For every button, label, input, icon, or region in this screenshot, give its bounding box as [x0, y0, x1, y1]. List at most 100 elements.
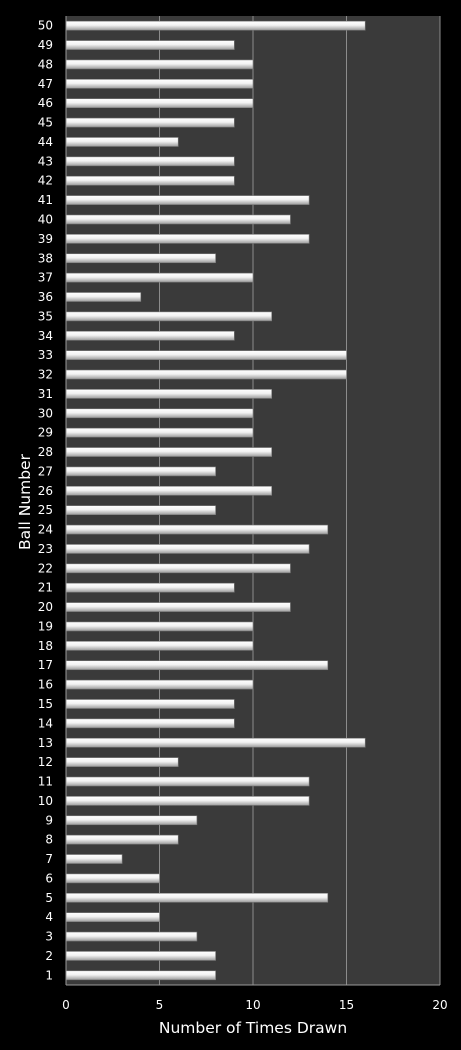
y-tick-label: 10: [38, 794, 53, 808]
bar-ball-26: [65, 486, 272, 496]
y-tick-label: 29: [38, 426, 53, 440]
y-tick-label: 47: [38, 77, 53, 91]
y-tick-label: 39: [38, 232, 53, 246]
y-tick-label: 50: [38, 19, 53, 33]
bar-ball-32: [65, 369, 347, 380]
y-tick-label: 15: [38, 697, 53, 711]
bar-ball-8: [65, 834, 179, 845]
y-tick-label: 38: [38, 251, 53, 265]
bar-ball-41: [65, 195, 310, 205]
y-tick-label: 16: [38, 678, 53, 692]
bar-ball-48: [65, 59, 254, 70]
y-tick-label: 49: [38, 38, 53, 52]
bar-ball-42: [65, 175, 235, 186]
y-tick-label: 1: [45, 968, 53, 982]
bar-ball-49: [65, 40, 235, 50]
bar-ball-33: [65, 350, 347, 360]
y-tick-label: 48: [38, 57, 53, 71]
y-tick-label: 19: [38, 619, 53, 633]
bar-ball-2: [65, 951, 216, 961]
y-tick-label: 12: [38, 755, 53, 769]
y-tick-label: 44: [38, 135, 53, 149]
y-tick-label: 37: [38, 271, 53, 285]
y-tick-label: 33: [38, 348, 53, 362]
y-tick-label: 45: [38, 116, 53, 130]
bar-ball-16: [65, 679, 254, 690]
bar-ball-6: [65, 873, 160, 884]
y-tick-label: 14: [38, 716, 53, 730]
x-tick-label: 10: [245, 998, 260, 1012]
y-tick-label: 5: [45, 891, 53, 905]
bar-ball-25: [65, 505, 216, 515]
x-tick-label: 20: [432, 998, 447, 1012]
bar-ball-21: [65, 582, 235, 593]
y-tick-label: 22: [38, 561, 53, 575]
y-tick-label: 2: [45, 949, 53, 963]
bar-ball-10: [65, 796, 310, 806]
bar-ball-20: [65, 602, 291, 612]
y-tick-label: 6: [45, 871, 53, 885]
y-axis-title: Ball Number: [16, 453, 34, 550]
y-tick-label: 8: [45, 833, 53, 847]
x-tick-label: 0: [62, 998, 70, 1012]
bar-ball-28: [65, 447, 272, 457]
bar-ball-4: [65, 912, 160, 922]
y-tick-label: 7: [45, 852, 53, 866]
bar-ball-3: [65, 931, 198, 942]
y-tick-label: 3: [45, 930, 53, 944]
y-tick-label: 20: [38, 600, 53, 614]
bar-ball-24: [65, 524, 329, 535]
x-tick-label: 15: [339, 998, 354, 1012]
y-tick-label: 21: [38, 581, 53, 595]
bar-ball-5: [65, 892, 329, 903]
y-tick-label: 35: [38, 309, 53, 323]
bar-ball-37: [65, 272, 254, 283]
bar-ball-19: [65, 621, 254, 632]
bar-ball-22: [65, 563, 291, 574]
bar-ball-14: [65, 718, 235, 729]
bar-ball-29: [65, 427, 254, 438]
y-tick-label: 31: [38, 387, 53, 401]
y-tick-label: 40: [38, 212, 53, 226]
bars: [65, 20, 366, 981]
y-tick-label: 41: [38, 193, 53, 207]
bar-ball-17: [65, 660, 329, 671]
bar-ball-40: [65, 214, 291, 225]
y-tick-label: 4: [45, 910, 53, 924]
y-tick-label: 26: [38, 484, 53, 498]
bar-ball-30: [65, 408, 254, 419]
y-tick-label: 9: [45, 813, 53, 827]
bar-ball-46: [65, 98, 254, 109]
bar-ball-34: [65, 330, 235, 341]
y-tick-label: 30: [38, 406, 53, 420]
bar-ball-23: [65, 544, 310, 554]
y-tick-label: 46: [38, 96, 53, 110]
bar-ball-1: [65, 970, 216, 981]
y-tick-label: 23: [38, 542, 53, 556]
bar-ball-9: [65, 815, 198, 826]
bar-ball-35: [65, 311, 272, 322]
y-tick-label: 28: [38, 445, 53, 459]
bar-ball-15: [65, 699, 235, 709]
y-tick-label: 34: [38, 329, 53, 343]
y-tick-label: 24: [38, 523, 53, 537]
x-tick-label: 5: [156, 998, 164, 1012]
y-tick-label: 32: [38, 368, 53, 382]
y-tick-label: 25: [38, 503, 53, 517]
x-tick-labels: 0 5 10 15 20: [62, 998, 447, 1012]
bar-ball-7: [65, 854, 123, 864]
y-tick-label: 36: [38, 290, 53, 304]
bar-ball-27: [65, 466, 216, 477]
bar-ball-31: [65, 389, 272, 399]
y-tick-label: 43: [38, 154, 53, 168]
y-tick-label: 17: [38, 658, 53, 672]
x-axis-title: Number of Times Drawn: [159, 1019, 347, 1037]
bar-ball-45: [65, 117, 235, 128]
y-tick-label: 42: [38, 174, 53, 188]
bar-ball-36: [65, 292, 142, 302]
bar-ball-12: [65, 757, 179, 767]
y-tick-label: 13: [38, 736, 53, 750]
y-tick-label: 11: [38, 775, 53, 789]
bar-ball-11: [65, 776, 310, 787]
